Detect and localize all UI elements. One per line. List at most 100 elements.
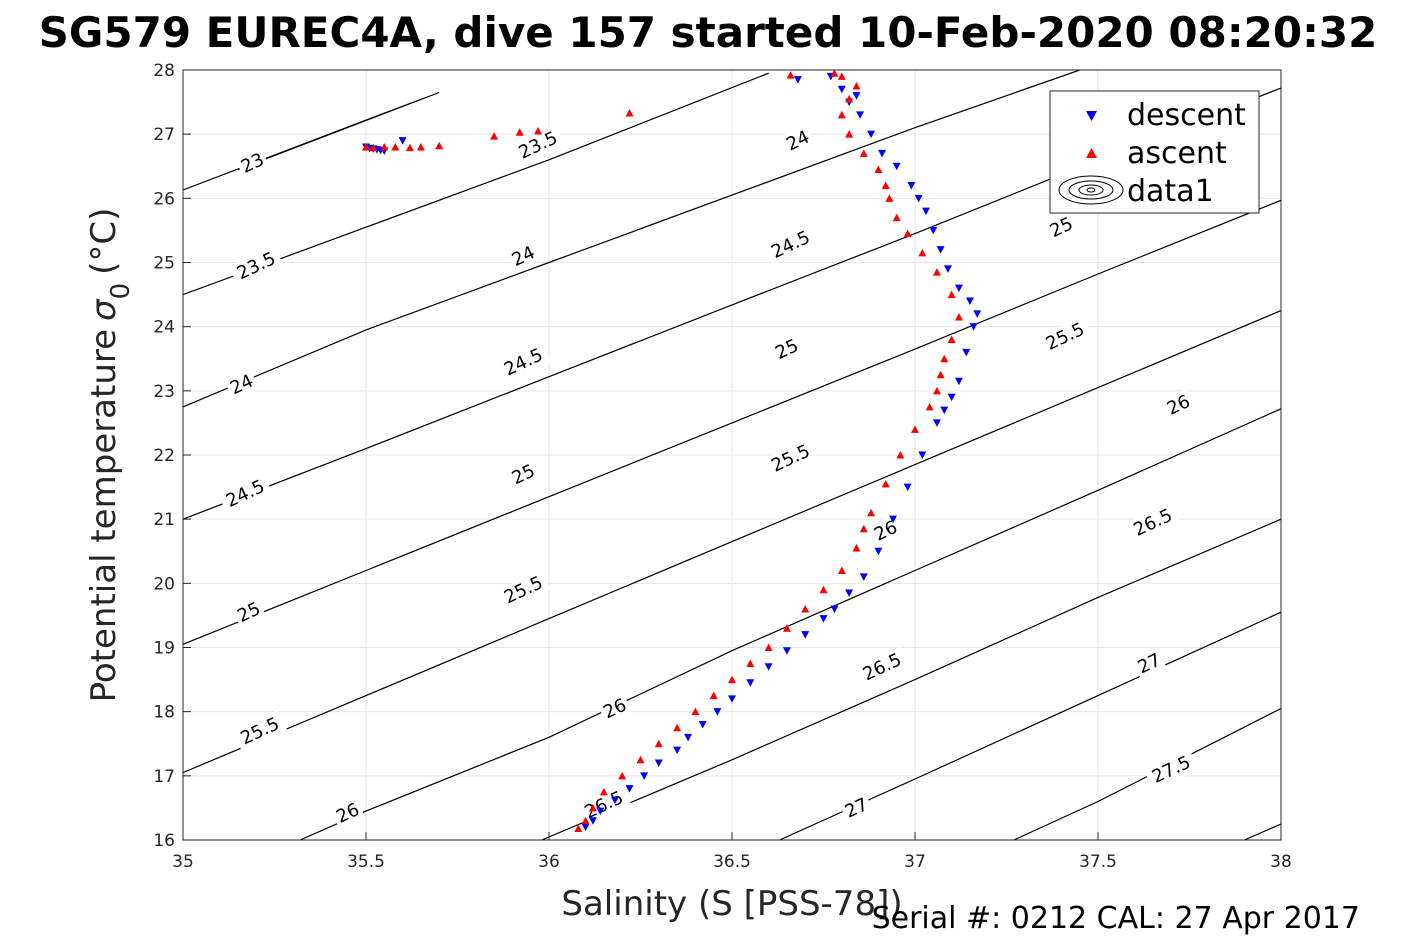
isopycnal-25-5	[183, 310, 1281, 774]
ascent-point	[837, 566, 846, 574]
ascent-point	[954, 313, 963, 321]
contour-label-bg	[232, 710, 288, 752]
ascent-point	[786, 71, 795, 79]
y-tick-label: 25	[153, 254, 175, 274]
y-tick-label: 24	[153, 318, 175, 338]
descent-point	[936, 246, 945, 254]
contour-label-bg	[228, 245, 284, 287]
ascent-point	[874, 165, 883, 173]
ascent-point	[845, 130, 854, 138]
ascent-point	[581, 816, 590, 825]
x-tick-label: 36	[538, 852, 560, 872]
contour-label-bg	[769, 333, 805, 365]
x-tick-label: 37.5	[1079, 852, 1117, 872]
ascent-point	[830, 69, 839, 77]
contour-label-bg	[597, 692, 633, 725]
data-markers	[362, 69, 982, 832]
descent-point	[596, 807, 605, 816]
ascent-point	[588, 803, 597, 812]
ascent-point	[416, 143, 425, 151]
descent-point	[940, 406, 949, 415]
ascent-point	[936, 370, 945, 379]
descent-point	[867, 130, 876, 139]
descent-point	[793, 76, 802, 84]
descent-point	[837, 85, 846, 94]
contour-label-bg	[1131, 647, 1167, 680]
ascent-point	[885, 194, 894, 202]
legend: descent ascent data1	[1049, 90, 1260, 214]
ascent-point	[903, 229, 912, 238]
y-tick-label: 16	[153, 831, 175, 851]
y-axis-label-subscript: 0	[106, 283, 136, 300]
ascent-point	[618, 771, 627, 780]
contour-label-bg	[231, 596, 267, 629]
contour-label-bg	[763, 223, 818, 266]
descent-point	[907, 182, 916, 190]
isopycnal-24	[183, 70, 1080, 408]
descent-point	[921, 207, 930, 216]
ascent-point	[782, 624, 791, 632]
contour-label-bg	[1037, 315, 1093, 357]
descent-point	[859, 573, 868, 581]
contour-label: 27.5	[1143, 748, 1199, 790]
descent-point	[914, 194, 923, 203]
isopycnal-27-5	[1013, 707, 1281, 840]
descent-point	[918, 451, 927, 459]
contour-label-bg	[1125, 501, 1181, 543]
descent-point	[954, 284, 963, 293]
x-tick-label: 37	[904, 852, 926, 872]
ascent-point	[819, 585, 828, 594]
ascent-point	[801, 605, 810, 613]
descent-point	[764, 663, 773, 671]
ascent-point	[362, 143, 370, 151]
isopycnal-23	[183, 91, 440, 191]
contour-label-bg	[510, 124, 566, 166]
ascent-point	[369, 143, 378, 152]
ascent-point	[837, 72, 846, 80]
legend-box	[1049, 90, 1260, 214]
ascent-point	[380, 143, 389, 151]
contour-label-bg	[496, 569, 551, 611]
legend-data1-label: data1	[1127, 174, 1214, 209]
ascent-point	[911, 425, 919, 433]
ascent-point	[881, 479, 890, 488]
ascent-point	[896, 451, 905, 459]
descent-point	[588, 817, 597, 825]
isopycnal-28	[1244, 823, 1281, 840]
y-tick-label: 20	[153, 574, 175, 594]
ascent-point	[534, 126, 543, 135]
x-tick-label: 36.5	[713, 852, 751, 872]
descent-point	[830, 605, 839, 613]
descent-point	[947, 393, 956, 402]
contour-label-bg	[496, 341, 551, 383]
y-tick-label: 23	[153, 382, 175, 402]
y-axis-ticks: 16 17 18 19 20 21 22 23 24 25 26 27 28	[153, 61, 191, 851]
ascent-point	[867, 508, 876, 517]
contour-label-bg	[868, 514, 904, 547]
y-tick-label: 18	[153, 703, 175, 723]
legend-contour-icon	[1058, 175, 1124, 205]
contour-label-bg	[330, 797, 366, 829]
contour-label: 27	[839, 792, 874, 824]
descent-point	[969, 323, 978, 331]
ascent-point	[932, 268, 941, 276]
contour-label-bg	[763, 437, 818, 479]
contour-label-bg	[839, 792, 874, 824]
serial-cal-footer: Serial #: 0212 CAL: 27 Apr 2017	[872, 901, 1360, 936]
descent-point	[845, 589, 854, 597]
contour-label-bg	[506, 458, 541, 491]
ascent-point	[728, 675, 736, 684]
ascent-point	[892, 213, 901, 222]
ascent-point	[691, 707, 700, 716]
contour-label-bg	[217, 472, 273, 515]
contour-label: 25	[231, 596, 267, 629]
descent-point	[892, 162, 901, 171]
descent-point	[610, 796, 619, 805]
ascent-point	[845, 94, 854, 103]
descent-point	[398, 137, 407, 145]
ascent-point	[925, 402, 934, 411]
isopycnal-25	[183, 199, 1281, 645]
ascent-point	[391, 143, 400, 151]
x-tick-label: 35.5	[347, 852, 385, 872]
